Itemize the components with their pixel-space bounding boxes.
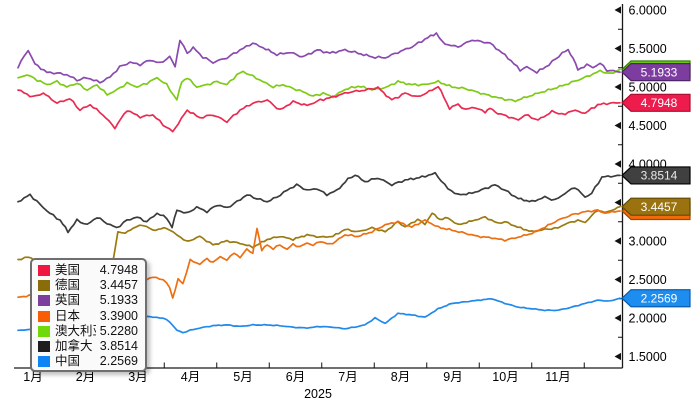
legend-label-japan: 日本 — [55, 308, 81, 323]
legend-label-uk: 英国 — [55, 293, 81, 308]
x-axis-label: 6月 — [286, 370, 305, 384]
legend-value-canada: 3.8514 — [99, 338, 138, 353]
y-axis-label: 2.0000 — [629, 311, 667, 325]
axis-price-tag-label-uk: 5.1933 — [641, 65, 678, 79]
axis-price-tag-label-usa: 4.7948 — [641, 96, 678, 110]
y-axis-label: 1.5000 — [629, 350, 667, 364]
legend-label-canada: 加拿大 — [55, 338, 93, 353]
axis-price-tag-label-canada: 3.8514 — [641, 169, 678, 183]
axis-price-tag-uk — [621, 63, 691, 82]
legend-swatch-china — [38, 356, 50, 368]
legend-swatch-japan — [38, 310, 50, 322]
x-axis-year-label: 2025 — [304, 387, 332, 401]
x-axis-label: 2月 — [76, 370, 95, 384]
series-line-usa — [17, 85, 621, 133]
y-axis-label: 4.5000 — [629, 119, 667, 133]
legend-value-japan: 3.3900 — [99, 308, 138, 323]
legend-value-australia: 5.2280 — [99, 323, 138, 338]
y-axis-major-tick — [614, 198, 621, 207]
x-axis-label: 1月 — [23, 370, 42, 384]
legend-item-usa[interactable]: 美国 4.7948 — [38, 263, 138, 278]
y-axis-major-tick — [614, 275, 621, 284]
y-axis-label: 6.0000 — [629, 3, 667, 17]
y-axis-major-tick — [614, 44, 621, 53]
axis-price-tag-label-germany: 3.4457 — [641, 200, 678, 214]
legend-value-uk: 5.1933 — [99, 293, 138, 308]
legend-item-canada[interactable]: 加拿大 3.8514 — [38, 339, 138, 354]
axis-price-tag-canada — [621, 166, 691, 185]
y-axis-major-tick — [614, 352, 621, 361]
legend-label-usa: 美国 — [55, 263, 81, 277]
y-axis-major-tick — [614, 237, 621, 245]
axis-price-tag-label-china: 2.2569 — [641, 292, 678, 306]
legend-item-china[interactable]: 中国 2.2569 — [38, 354, 138, 369]
x-axis-label: 5月 — [233, 370, 252, 384]
legend-item-australia[interactable]: 澳大利亚5.2280 — [38, 324, 138, 339]
legend-value-china: 2.2569 — [99, 354, 138, 369]
legend-item-uk[interactable]: 英国 5.1933 — [38, 293, 138, 308]
legend-swatch-australia — [38, 325, 50, 337]
x-axis-label: 7月 — [338, 370, 357, 384]
y-axis-major-tick — [614, 6, 621, 14]
x-axis-label: 9月 — [443, 370, 462, 384]
x-axis-label: 4月 — [181, 370, 200, 384]
y-axis-label: 3.0000 — [629, 234, 667, 248]
chart-legend: 美国 4.7948 德国 3.4457 英国 5.1933 日本 3.3900澳大利亚5.22… — [30, 258, 147, 372]
y-axis-major-tick — [614, 121, 621, 130]
legend-label-china: 中国 — [55, 354, 81, 369]
y-axis-major-tick — [614, 160, 621, 168]
legend-label-germany: 德国 — [55, 278, 81, 293]
legend-value-germany: 3.4457 — [99, 278, 138, 293]
series-line-uk — [17, 32, 621, 84]
series-line-germany — [17, 205, 621, 270]
x-axis-label: 8月 — [391, 370, 410, 384]
y-axis-major-tick — [614, 314, 621, 322]
legend-label-australia: 澳大利亚 — [55, 323, 96, 338]
legend-value-usa: 4.7948 — [99, 263, 138, 277]
y-axis-label: 5.5000 — [629, 42, 667, 56]
legend-item-japan[interactable]: 日本 3.3900 — [38, 309, 138, 324]
legend-item-germany[interactable]: 德国 3.4457 — [38, 278, 138, 293]
legend-swatch-canada — [38, 341, 50, 353]
axis-price-tag-germany — [621, 197, 691, 216]
legend-swatch-germany — [38, 280, 50, 292]
axis-price-tag-china — [621, 289, 691, 308]
series-line-canada — [17, 171, 621, 234]
y-axis-label: 2.5000 — [629, 273, 667, 287]
axis-price-tag-usa — [621, 93, 691, 112]
x-axis-label: 3月 — [128, 370, 147, 384]
x-axis-label: 10月 — [492, 370, 518, 384]
legend-swatch-uk — [38, 295, 50, 307]
y-axis-major-tick — [614, 83, 621, 91]
y-axis-label: 5.0000 — [629, 80, 667, 94]
series-line-australia — [17, 68, 621, 103]
x-axis-label: 11月 — [545, 370, 570, 384]
legend-swatch-usa — [38, 265, 50, 277]
